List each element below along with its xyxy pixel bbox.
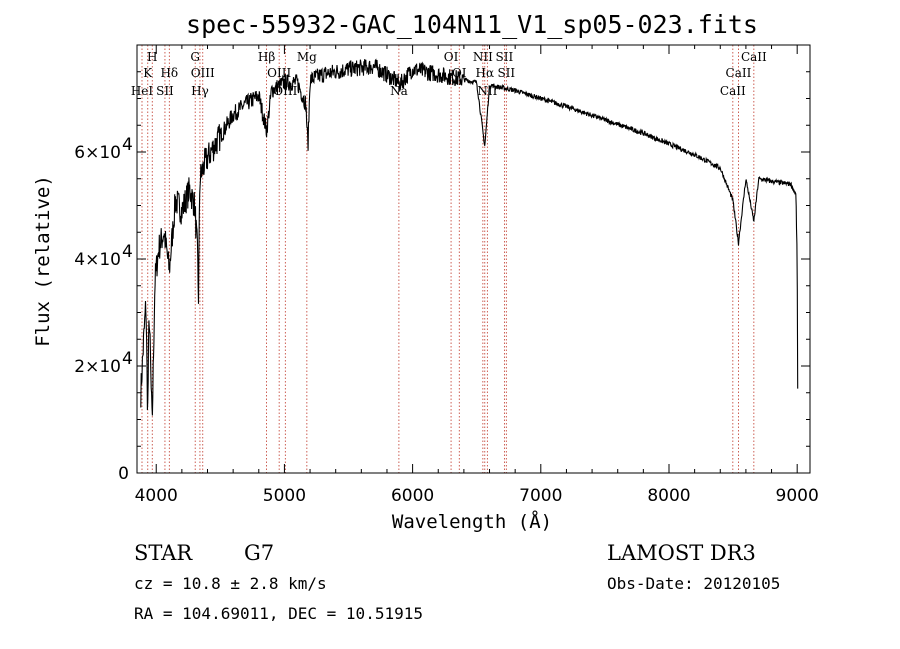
line-label: Na [390,84,408,98]
y-axis-ticks: 02×10 44×10 46×10 4 [74,44,810,484]
x-axis-ticks: 4000 5000 6000 7000 8000 9000 [135,45,819,506]
y-tick-exponent: 4 [122,349,133,369]
object-class: STAR [134,541,193,565]
observation-date: Obs-Date: 20120105 [607,574,780,593]
y-tick-label: 6×10 [74,143,121,163]
y-tick-label: 4×10 [74,250,121,270]
y-axis-label: Flux (relative) [32,175,54,347]
line-label: G [190,50,200,64]
x-tick-label: 9000 [776,486,819,506]
y-tick-exponent: 4 [122,135,133,155]
line-label: Hγ [191,84,209,98]
x-tick-label: 5000 [263,486,306,506]
line-label: H [147,50,157,64]
survey-name: LAMOST DR3 [607,541,756,565]
x-tick-label: 7000 [519,486,562,506]
chart-title: spec-55932-GAC_104N11_V1_sp05-023.fits [186,10,758,39]
line-label: Hα [475,66,494,80]
y-tick-label: 0 [118,464,129,484]
redshift-info: cz = 10.8 ± 2.8 km/s [134,574,327,593]
line-label: HeI [131,84,154,98]
line-label: SII [496,50,514,64]
y-tick-exponent: 4 [122,242,133,262]
line-label: Mg [297,50,317,64]
x-tick-label: 8000 [647,486,690,506]
line-label: CaII [726,66,752,80]
y-tick-label: 2×10 [74,357,121,377]
x-tick-label: 6000 [391,486,434,506]
line-label: SII [156,84,174,98]
spectrum-trace [140,58,799,416]
spectral-line-markers [141,45,755,473]
line-label: OI [444,50,459,64]
line-label: Hδ [160,66,178,80]
line-label: CaII [720,84,746,98]
x-axis-label: Wavelength (Å) [392,510,552,533]
plot-frame [136,44,811,474]
line-label: OIII [191,66,215,80]
coordinates: RA = 104.69011, DEC = 10.51915 [134,604,423,623]
object-subclass: G7 [244,541,274,565]
line-label: SII [497,66,515,80]
line-label: CaII [741,50,767,64]
line-label: NII [473,50,493,64]
line-label: K [143,66,153,80]
x-tick-label: 4000 [135,486,178,506]
line-label: Hβ [258,50,275,64]
